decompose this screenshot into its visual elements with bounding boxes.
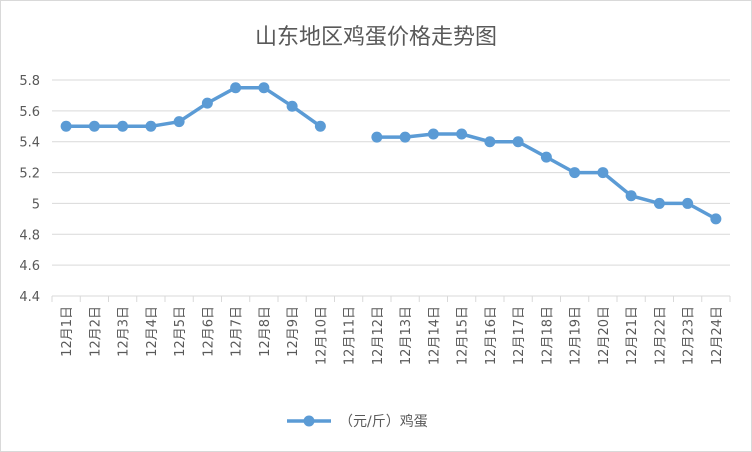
data-point (399, 131, 411, 143)
x-tick-label: 12月15日 (456, 306, 471, 365)
data-point (484, 136, 496, 148)
data-point (710, 213, 722, 225)
x-tick-label: 12月6日 (201, 306, 216, 357)
x-tick-label: 12月13日 (399, 306, 414, 365)
x-tick-label: 12月10日 (314, 306, 329, 365)
data-point (314, 120, 326, 132)
x-tick-label: 12月12日 (371, 306, 386, 365)
data-point (456, 128, 468, 140)
x-tick-label: 12月22日 (653, 306, 668, 365)
y-tick-label: 5.8 (19, 74, 40, 89)
data-point (512, 136, 524, 148)
data-point (427, 128, 439, 140)
x-tick-label: 12月18日 (540, 306, 555, 365)
data-point (597, 167, 609, 179)
y-tick-label: 4.6 (19, 259, 40, 274)
series-line (66, 85, 717, 221)
y-tick-label: 5 (32, 197, 40, 212)
data-point (653, 197, 665, 209)
x-tick-label: 12月20日 (597, 306, 612, 365)
data-point (60, 120, 72, 132)
data-point (286, 100, 298, 112)
x-tick-label: 12月14日 (427, 306, 442, 365)
data-point (201, 97, 213, 109)
x-tick-label: 12月3日 (117, 306, 132, 357)
y-tick-label: 5.4 (19, 136, 40, 151)
y-tick-label: 5.6 (19, 105, 40, 120)
legend-marker (303, 415, 315, 427)
y-tick-label: 4.8 (19, 228, 40, 243)
x-tick-label: 12月16日 (484, 306, 499, 365)
x-axis-ticks: 12月1日 12月2日 12月3日 12月4日 12月5日 12月6日 12月7日 12月8日… (60, 306, 725, 365)
series-eggs (60, 82, 722, 225)
x-tick-label: 12月2日 (88, 306, 103, 357)
data-point (88, 120, 100, 132)
chart-title: 山东地区鸡蛋价格走势图 (255, 25, 497, 50)
x-axis (51, 295, 731, 302)
data-point (117, 120, 129, 132)
x-tick-label: 12月17日 (512, 306, 527, 365)
gridlines (52, 79, 730, 266)
x-tick-label: 12月21日 (625, 306, 640, 365)
x-tick-label: 12月19日 (569, 306, 584, 365)
data-point (569, 167, 581, 179)
data-point (258, 82, 270, 94)
data-point (625, 190, 637, 202)
y-axis-ticks: 4.4 4.6 4.8 5 5.2 5.4 5.6 5.8 (19, 74, 40, 305)
legend: （元/斤）鸡蛋 (287, 413, 428, 430)
x-tick-label: 12月23日 (682, 306, 697, 365)
x-tick-label: 12月5日 (173, 306, 188, 357)
x-tick-label: 12月9日 (286, 306, 301, 357)
x-tick-label: 12月7日 (230, 306, 245, 357)
x-tick-label: 12月8日 (258, 306, 273, 357)
data-point (371, 131, 383, 143)
data-point (682, 197, 694, 209)
x-tick-label: 12月1日 (60, 306, 75, 357)
y-tick-label: 4.4 (19, 290, 40, 305)
x-tick-label: 12月24日 (710, 306, 725, 365)
x-tick-label: 12月11日 (343, 306, 358, 365)
data-point (173, 116, 185, 128)
legend-label: （元/斤）鸡蛋 (339, 413, 428, 430)
data-point (540, 151, 552, 163)
data-point (230, 82, 242, 94)
y-tick-label: 5.2 (19, 167, 40, 182)
x-tick-label: 12月4日 (145, 306, 160, 357)
data-point (145, 120, 157, 132)
